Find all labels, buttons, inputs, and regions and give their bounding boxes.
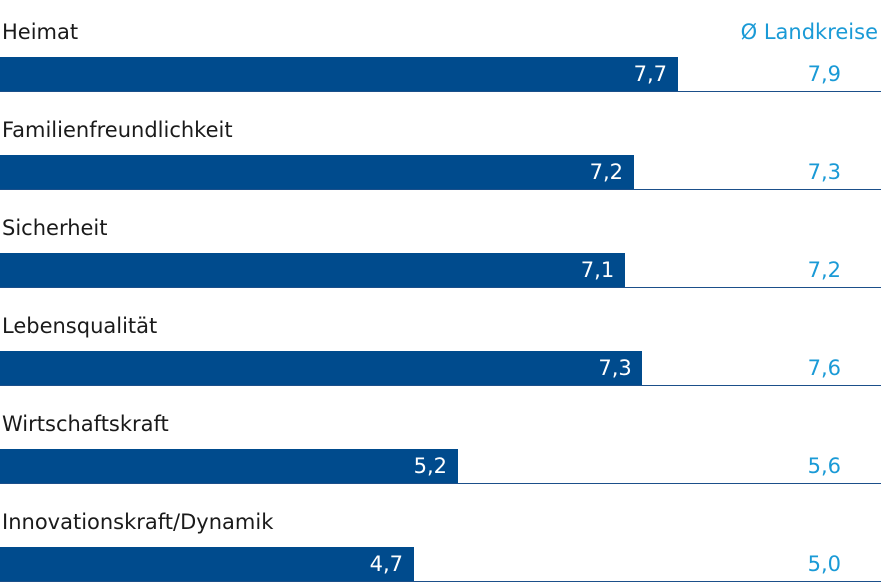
- row-baseline: [0, 385, 881, 386]
- category-label: Innovationskraft/Dynamik: [2, 510, 274, 534]
- bar-value-label: 4,7: [369, 552, 403, 576]
- bar: [0, 351, 643, 385]
- row-baseline: [0, 189, 881, 190]
- average-value-label: 7,2: [807, 258, 841, 282]
- category-label: Wirtschaftskraft: [2, 412, 169, 436]
- bar: [0, 253, 625, 287]
- average-value-label: 7,6: [807, 356, 841, 380]
- bar-value-label: 7,1: [580, 258, 615, 282]
- bar: [0, 449, 458, 483]
- category-label: Lebensqualität: [2, 314, 158, 338]
- legend-average-label: Ø Landkreise: [740, 20, 878, 44]
- bar-value-label: 7,7: [633, 62, 667, 86]
- row-baseline: [0, 91, 881, 92]
- row-baseline: [0, 287, 881, 288]
- bar-value-label: 7,3: [598, 356, 632, 380]
- category-label: Familienfreundlichkeit: [2, 118, 233, 142]
- average-value-label: 7,9: [807, 62, 841, 86]
- category-label: Heimat: [2, 20, 79, 44]
- average-value-label: 5,6: [807, 454, 841, 478]
- average-value-label: 5,0: [807, 552, 841, 576]
- bar: [0, 547, 414, 581]
- bar-value-label: 5,2: [413, 454, 447, 478]
- bar: [0, 57, 678, 91]
- category-label: Sicherheit: [2, 216, 108, 240]
- bar-value-label: 7,2: [589, 160, 623, 184]
- row-baseline: [0, 483, 881, 484]
- bar: [0, 155, 634, 189]
- average-value-label: 7,3: [807, 160, 841, 184]
